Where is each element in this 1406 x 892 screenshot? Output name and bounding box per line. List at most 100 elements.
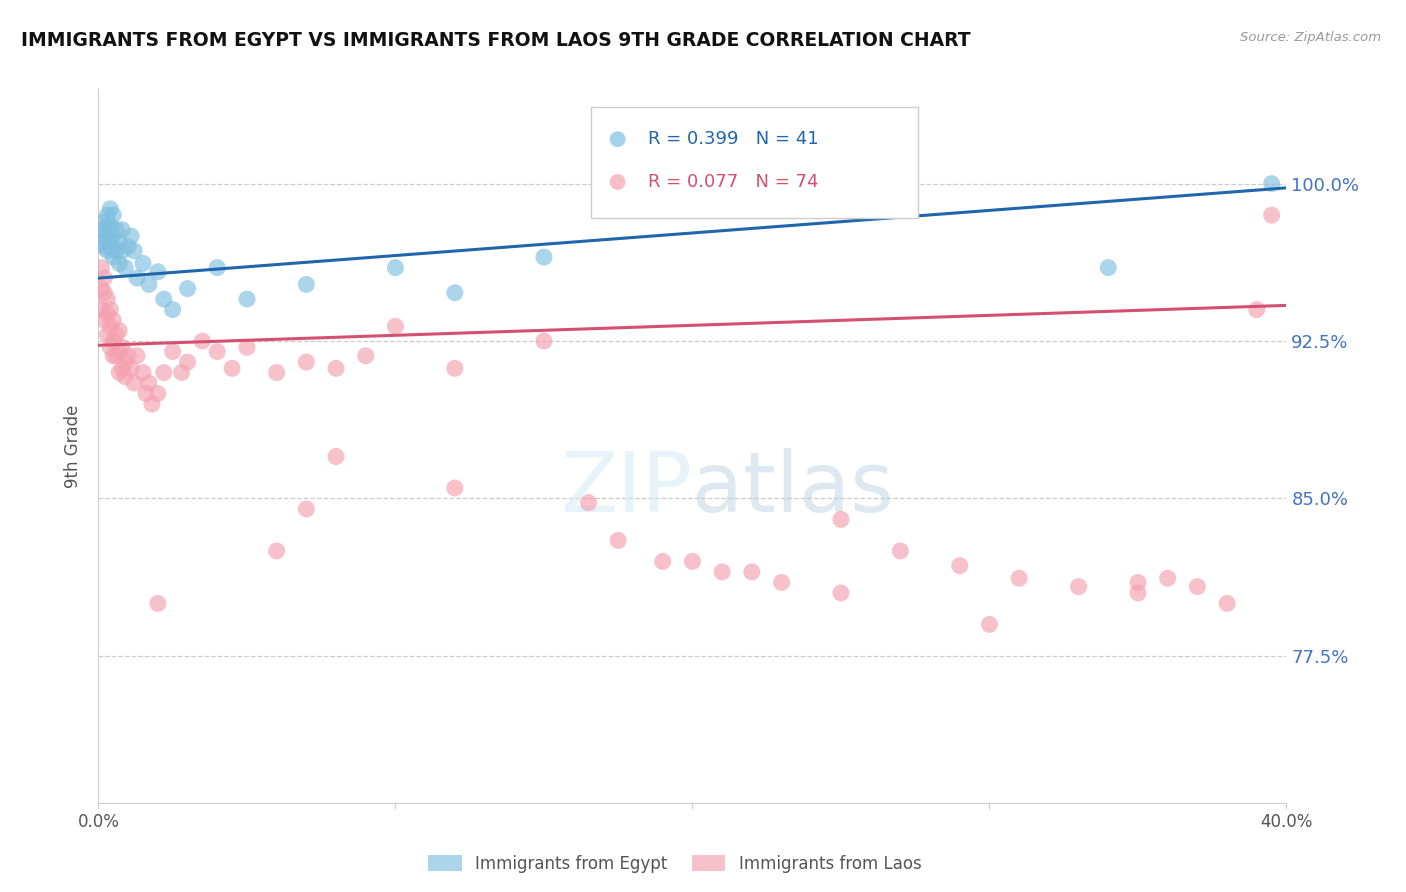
Point	[93, 229, 115, 244]
Point	[93, 313, 115, 327]
Point	[93, 239, 115, 253]
Point	[125, 271, 148, 285]
Point	[325, 361, 347, 376]
Point	[1260, 208, 1282, 222]
Point	[93, 285, 115, 300]
Point	[830, 586, 852, 600]
Point	[120, 361, 142, 376]
Point	[1126, 575, 1149, 590]
Point	[221, 361, 243, 376]
Point	[979, 617, 1001, 632]
Point	[93, 214, 115, 228]
Point	[111, 361, 134, 376]
Point	[176, 282, 198, 296]
Point	[889, 544, 911, 558]
Point	[90, 223, 112, 237]
Point	[1156, 571, 1178, 585]
Y-axis label: 9th Grade: 9th Grade	[65, 404, 83, 488]
Point	[533, 334, 555, 348]
Point	[266, 544, 288, 558]
Point	[1246, 302, 1268, 317]
Point	[98, 302, 121, 317]
Point	[103, 313, 125, 327]
Point	[578, 496, 600, 510]
Point	[111, 223, 134, 237]
Point	[162, 302, 184, 317]
Point	[651, 554, 673, 568]
Point	[96, 229, 118, 244]
Point	[1126, 586, 1149, 600]
Point	[135, 386, 157, 401]
Point	[103, 229, 125, 244]
Point	[1097, 260, 1119, 275]
Point	[1216, 596, 1239, 610]
Point	[711, 565, 734, 579]
FancyBboxPatch shape	[592, 107, 918, 218]
Point	[207, 260, 229, 275]
Point	[120, 229, 142, 244]
Point	[125, 349, 148, 363]
Point	[132, 256, 155, 270]
Point	[122, 244, 145, 258]
Point	[98, 239, 121, 253]
Text: R = 0.399   N = 41: R = 0.399 N = 41	[648, 130, 820, 148]
Point	[98, 202, 121, 216]
Point	[108, 235, 131, 250]
Point	[96, 292, 118, 306]
Point	[1008, 571, 1031, 585]
Point	[295, 502, 318, 516]
Point	[98, 319, 121, 334]
Point	[103, 208, 125, 222]
Point	[114, 260, 136, 275]
Point	[384, 319, 406, 334]
Point	[93, 271, 115, 285]
Point	[132, 366, 155, 380]
Point	[108, 324, 131, 338]
Point	[105, 349, 128, 363]
Point	[98, 340, 121, 354]
Point	[96, 219, 118, 233]
Point	[295, 277, 318, 292]
Point	[90, 260, 112, 275]
Point	[191, 334, 214, 348]
Point	[443, 285, 465, 300]
Point	[122, 376, 145, 390]
Point	[117, 349, 139, 363]
Point	[90, 235, 112, 250]
Text: Source: ZipAtlas.com: Source: ZipAtlas.com	[1240, 31, 1381, 45]
Point	[90, 302, 112, 317]
Point	[105, 223, 128, 237]
Point	[108, 256, 131, 270]
Point	[533, 250, 555, 264]
Point	[108, 344, 131, 359]
Point	[325, 450, 347, 464]
Point	[111, 244, 134, 258]
Point	[103, 334, 125, 348]
Point	[141, 397, 163, 411]
Point	[1187, 580, 1209, 594]
Point	[138, 376, 160, 390]
Point	[114, 355, 136, 369]
Point	[295, 355, 318, 369]
Point	[103, 250, 125, 264]
Point	[105, 244, 128, 258]
Point	[770, 575, 793, 590]
Point	[741, 565, 763, 579]
Point	[607, 533, 630, 548]
Point	[1385, 324, 1406, 338]
Point	[108, 366, 131, 380]
Point	[98, 229, 121, 244]
Point	[146, 386, 169, 401]
Point	[236, 340, 259, 354]
Point	[354, 349, 377, 363]
Point	[682, 554, 704, 568]
Text: R = 0.077   N = 74: R = 0.077 N = 74	[648, 173, 820, 191]
Text: IMMIGRANTS FROM EGYPT VS IMMIGRANTS FROM LAOS 9TH GRADE CORRELATION CHART: IMMIGRANTS FROM EGYPT VS IMMIGRANTS FROM…	[21, 31, 970, 50]
Point	[176, 355, 198, 369]
Point	[170, 366, 193, 380]
Point	[949, 558, 972, 573]
Point	[103, 349, 125, 363]
Point	[830, 512, 852, 526]
Point	[105, 327, 128, 342]
Point	[384, 260, 406, 275]
